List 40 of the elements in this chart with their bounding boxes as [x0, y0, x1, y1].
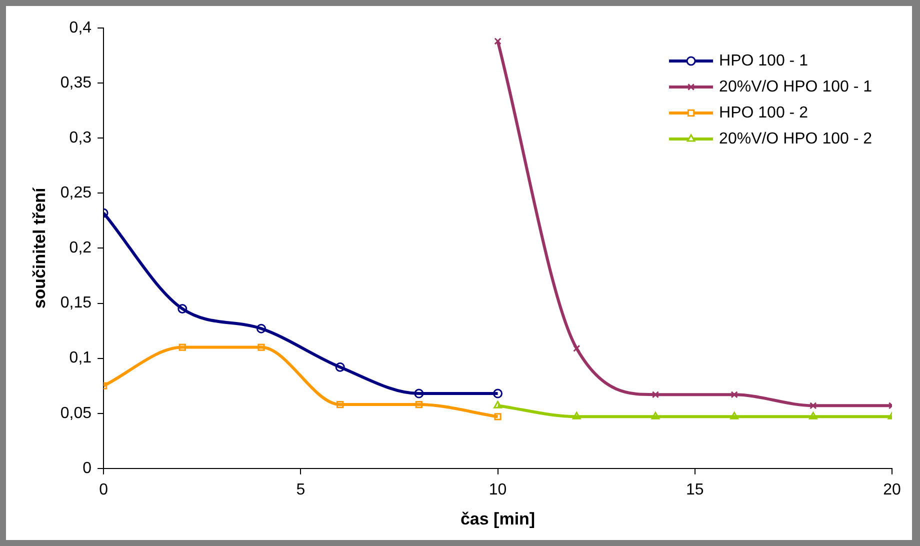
y-axis-title: součinitel tření: [30, 186, 49, 309]
legend-label: 20%V/O HPO 100 - 2: [719, 130, 872, 148]
x-tick-label: 5: [296, 481, 306, 498]
x-axis-title: čas [min]: [460, 509, 536, 528]
point: [494, 38, 502, 45]
y-tick-label: 0,3: [69, 130, 92, 147]
y-tick-label: 0,05: [60, 404, 92, 422]
point: [652, 391, 660, 398]
point: [572, 412, 581, 420]
point: [256, 324, 266, 334]
y-tick-label: 0: [82, 460, 92, 477]
point: [415, 400, 423, 408]
point: [178, 344, 186, 351]
point: [573, 344, 580, 352]
point: [494, 413, 502, 420]
y-tick-label: 0,1: [69, 350, 92, 367]
x-tick-label: 0: [99, 481, 108, 498]
legend-label: 20%V/O HPO 100 - 1: [719, 78, 872, 96]
point: [730, 391, 738, 398]
point: [808, 412, 818, 420]
point: [730, 412, 739, 420]
point: [414, 388, 424, 398]
point: [335, 362, 345, 372]
point: [336, 400, 344, 408]
point: [810, 402, 817, 410]
legend-label: HPO 100 - 2: [719, 104, 808, 122]
point: [651, 412, 660, 420]
x-tick-label: 10: [488, 481, 507, 498]
x-tick-label: 20: [883, 481, 901, 498]
point: [493, 388, 503, 398]
y-tick-label: 0,15: [60, 294, 92, 312]
point: [494, 400, 502, 408]
point: [258, 344, 265, 351]
y-tick-label: 0,2: [69, 240, 92, 257]
legend-label: HPO 100 - 1: [719, 52, 808, 70]
y-tick-label: 0,25: [60, 184, 92, 202]
x-tick-label: 15: [686, 481, 704, 498]
y-tick-label: 0,35: [60, 74, 92, 92]
y-tick-label: 0,4: [69, 19, 92, 36]
point: [178, 304, 188, 314]
